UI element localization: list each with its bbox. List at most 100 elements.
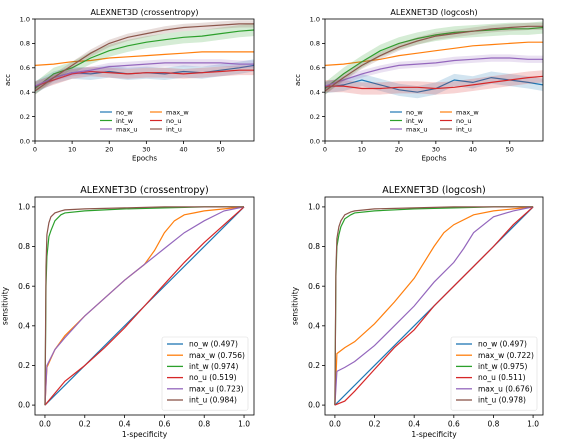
series-line-max_w (44, 206, 245, 406)
y-tick-label: 0.2 (20, 113, 30, 121)
series-line-no_u (325, 75, 543, 90)
x-tick-label: 0.2 (369, 420, 381, 429)
series-line-int_u (334, 206, 534, 406)
series-line-no_u (334, 206, 534, 406)
legend: no_w (0.497) max_w (0.722) int_w (0.975) no… (450, 336, 538, 411)
series-line-max_u (35, 62, 254, 87)
y-tick-label: 0.0 (18, 401, 30, 410)
legend-label-no_u: no_u (456, 117, 471, 125)
legend-label-max_w: max_w (0.756) (189, 351, 245, 360)
chart-2: ALEXNET3D (crossentropy) 0.0 0.2 0.4 0.6 0.8 1… (1, 185, 255, 439)
y-axis-label: acc (4, 74, 12, 86)
legend-label-int_u: int_u (456, 125, 472, 133)
y-tick-label: 1.0 (20, 15, 30, 23)
y-tick-label: 0.0 (20, 137, 30, 145)
chart-1: ALEXNET3D (logcosh) 0 10 20 30 40 50 0.0 0.2 0.4 0… (294, 8, 544, 163)
x-tick-label: 40 (469, 146, 477, 154)
y-tick-label: 0.4 (308, 321, 320, 330)
chart-title: ALEXNET3D (crossentropy) (80, 185, 208, 196)
legend-label-max_w: max_w (166, 108, 189, 116)
y-axis-label: acc (294, 74, 302, 86)
series-band-int_u (35, 20, 254, 95)
y-tick-label: 1.0 (310, 15, 320, 23)
legend-label-max_w: max_w (0.722) (478, 351, 534, 360)
x-tick-label: 0.0 (329, 420, 341, 429)
y-axis-label: sensitivity (291, 286, 300, 325)
legend-label-max_u: max_u (0.676) (478, 384, 533, 393)
series-line-int_w (35, 29, 254, 89)
legend: no_w max_w int_w no_u max_u int_u (100, 108, 189, 133)
y-tick-label: 1.0 (18, 203, 30, 212)
y-tick-label: 0.6 (18, 282, 30, 291)
legend-label-no_w: no_w (116, 108, 133, 116)
plot-area (44, 206, 245, 406)
series-line-max_w (35, 51, 254, 66)
x-tick-label: 0.8 (198, 420, 210, 429)
x-tick-label: 50 (216, 146, 224, 154)
x-tick-label: 10 (358, 146, 366, 154)
legend-label-no_u: no_u (0.519) (189, 373, 237, 382)
y-tick-label: 0.4 (310, 88, 320, 96)
x-tick-label: 0.4 (408, 420, 420, 429)
x-axis-label: 1-specificity (122, 430, 168, 439)
x-tick-label: 10 (68, 146, 76, 154)
legend-label-int_u: int_u (0.978) (478, 396, 526, 405)
legend-label-int_u: int_u (0.984) (189, 396, 237, 405)
legend-label-no_u: no_u (0.511) (478, 373, 526, 382)
chart-3: ALEXNET3D (logcosh) 0.0 0.2 0.4 0.6 0.8 1.0 0.0… (291, 185, 544, 439)
x-tick-label: 0 (33, 146, 37, 154)
x-tick-label: 20 (105, 146, 113, 154)
legend-label-max_u: max_u (0.723) (189, 384, 244, 393)
y-tick-label: 0.2 (310, 113, 320, 121)
y-tick-label: 0.6 (310, 64, 320, 72)
axes-frame (34, 196, 255, 416)
chart-title: ALEXNET3D (crossentropy) (90, 8, 198, 17)
x-tick-label: 0.0 (39, 420, 51, 429)
series-line-int_u (35, 23, 254, 92)
legend-box (450, 336, 538, 411)
legend-label-int_w: int_w (406, 117, 424, 125)
legend-label-max_u: max_u (116, 125, 138, 133)
axes-frame (324, 196, 544, 416)
x-axis-label: 1-specificity (411, 430, 457, 439)
series-line-max_u (44, 206, 245, 406)
legend-label-no_w: no_w (0.497) (478, 340, 527, 349)
legend-label-int_w: int_w (0.975) (478, 362, 527, 371)
x-tick-label: 0.8 (487, 420, 499, 429)
x-tick-label: 30 (142, 146, 150, 154)
y-tick-label: 0.4 (20, 88, 30, 96)
x-axis-label: Epochs (421, 155, 446, 163)
legend-box (161, 336, 249, 411)
y-tick-label: 1.0 (308, 203, 320, 212)
x-tick-label: 20 (395, 146, 403, 154)
chart-0: ALEXNET3D (crossentropy) 0 10 20 30 40 50 0.0 0.… (4, 8, 255, 163)
y-tick-label: 0.8 (310, 40, 320, 48)
y-tick-label: 0.2 (18, 361, 30, 370)
series-line-max_u (334, 206, 534, 406)
x-axis-label: Epochs (132, 155, 157, 163)
series-line-no_u (44, 206, 245, 406)
plot-area (334, 206, 534, 406)
series-line-int_w (325, 26, 543, 89)
chart-title: ALEXNET3D (logcosh) (382, 185, 486, 196)
y-tick-label: 0.8 (18, 242, 30, 251)
y-axis-label: sensitivity (1, 286, 10, 325)
legend-label-int_w: int_w (0.974) (189, 362, 238, 371)
legend-label-int_u: int_u (166, 125, 182, 133)
plot-area (325, 21, 543, 99)
y-tick-label: 0.0 (310, 137, 320, 145)
y-tick-label: 0.8 (308, 242, 320, 251)
legend-label-no_w: no_w (406, 108, 423, 116)
x-tick-label: 0.6 (158, 420, 170, 429)
x-tick-label: 1.0 (238, 420, 250, 429)
legend-label-no_w: no_w (0.497) (189, 340, 238, 349)
plot-area (35, 20, 254, 95)
legend: no_w max_w int_w no_u max_u int_u (390, 108, 479, 133)
y-tick-label: 0.6 (308, 282, 320, 291)
series-band-int_w (35, 23, 254, 95)
x-tick-label: 40 (179, 146, 187, 154)
legend-label-no_u: no_u (166, 117, 181, 125)
y-tick-label: 0.4 (18, 321, 30, 330)
legend-label-max_w: max_w (456, 108, 479, 116)
